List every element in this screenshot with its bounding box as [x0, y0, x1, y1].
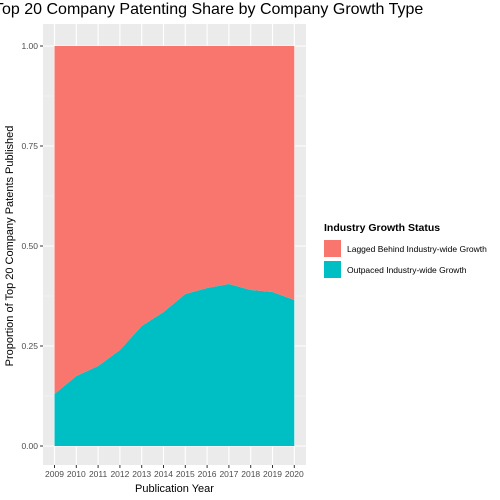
legend-key-outpaced — [324, 261, 341, 278]
y-tick-label: 0.00 — [21, 441, 38, 451]
area-series-lagged — [54, 46, 295, 394]
x-tick-label: 2015 — [176, 469, 195, 479]
x-tick-label: 2011 — [89, 469, 108, 479]
y-tick-label: 0.75 — [21, 141, 38, 151]
legend-label-lagged: Lagged Behind Industry-wide Growth — [347, 243, 487, 254]
area-series-outpaced — [54, 284, 295, 446]
legend-title: Industry Growth Status — [324, 222, 441, 234]
legend-item-lagged: Lagged Behind Industry-wide Growth — [324, 239, 487, 258]
x-tick-label: 2019 — [263, 469, 282, 479]
legend-label-outpaced: Outpaced Industry-wide Growth — [347, 264, 467, 275]
x-tick-label: 2016 — [198, 469, 217, 479]
x-tick-label: 2014 — [154, 469, 173, 479]
y-tick-label: 0.50 — [21, 241, 38, 251]
x-tick-label: 2009 — [45, 469, 64, 479]
legend-item-outpaced: Outpaced Industry-wide Growth — [324, 260, 487, 279]
x-tick-label: 2010 — [67, 469, 86, 479]
x-axis-title: Publication Year — [135, 483, 214, 495]
legend-key-lagged — [324, 240, 341, 257]
x-tick-label: 2017 — [219, 469, 238, 479]
x-tick-label: 2013 — [132, 469, 151, 479]
y-axis-title: Proportion of Top 20 Company Patents Pub… — [4, 126, 16, 367]
chart-title: Top 20 Company Patenting Share by Compan… — [0, 1, 424, 18]
x-tick-label: 2012 — [110, 469, 129, 479]
x-tick-label: 2018 — [241, 469, 260, 479]
y-tick-label: 0.25 — [21, 341, 38, 351]
legend: Industry Growth Status Lagged Behind Ind… — [324, 222, 487, 281]
y-tick-label: 1.00 — [21, 41, 38, 51]
x-tick-label: 2020 — [285, 469, 304, 479]
